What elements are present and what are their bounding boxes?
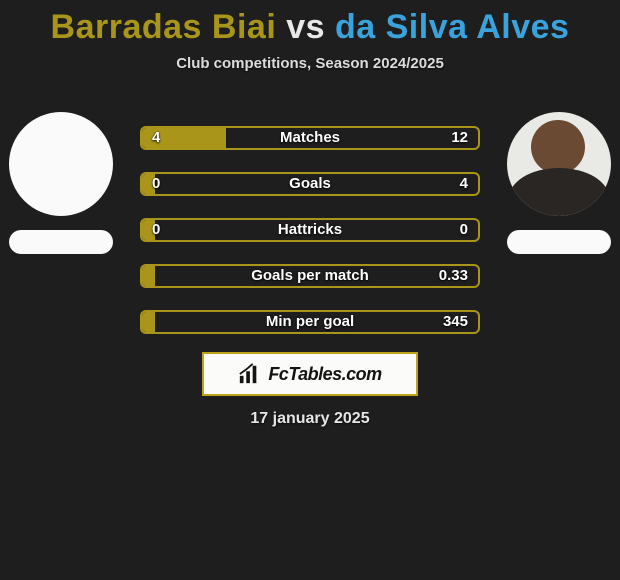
right-player-club-pill [507, 230, 611, 254]
stat-right-value: 4 [460, 175, 468, 192]
title-vs: vs [276, 8, 335, 46]
stat-right-value: 0 [460, 221, 468, 238]
stat-right-value: 12 [451, 129, 468, 146]
stat-bar-fill [142, 266, 155, 286]
stat-bar: 0 Goals 4 [140, 172, 480, 196]
stat-label: Goals per match [251, 267, 369, 284]
stat-right-value: 345 [443, 313, 468, 330]
stat-bar: Goals per match 0.33 [140, 264, 480, 288]
subtitle: Club competitions, Season 2024/2025 [0, 55, 620, 72]
title-left-name: Barradas Biai [51, 8, 277, 46]
stat-label: Hattricks [278, 221, 342, 238]
stat-bar-fill [142, 312, 155, 332]
bar-chart-icon [238, 363, 260, 385]
brand-badge: FcTables.com [202, 352, 418, 396]
stat-bars: 4 Matches 12 0 Goals 4 0 Hattricks 0 Goa… [140, 126, 480, 334]
title-right-name: da Silva Alves [335, 8, 569, 46]
stat-label: Matches [280, 129, 340, 146]
brand-text: FcTables.com [268, 364, 381, 385]
stat-bar: 4 Matches 12 [140, 126, 480, 150]
stat-bar: 0 Hattricks 0 [140, 218, 480, 242]
left-player-column [6, 112, 116, 254]
stat-left-value: 0 [152, 221, 160, 238]
left-player-avatar [9, 112, 113, 216]
stat-left-value: 4 [152, 129, 160, 146]
stat-left-value: 0 [152, 175, 160, 192]
stat-label: Goals [289, 175, 331, 192]
left-player-club-pill [9, 230, 113, 254]
right-player-avatar [507, 112, 611, 216]
right-player-column [504, 112, 614, 254]
stat-label: Min per goal [266, 313, 354, 330]
stat-right-value: 0.33 [439, 267, 468, 284]
stat-bar: Min per goal 345 [140, 310, 480, 334]
comparison-title: Barradas Biai vs da Silva Alves [0, 0, 620, 47]
snapshot-date: 17 january 2025 [250, 410, 369, 428]
